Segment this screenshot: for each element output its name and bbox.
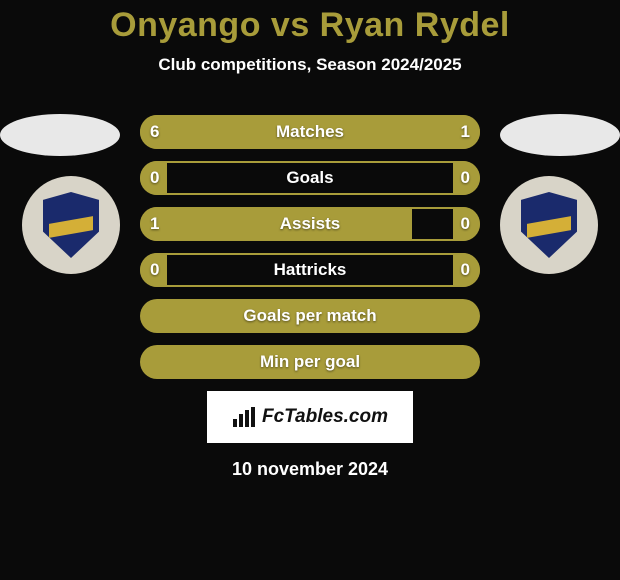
stat-row: Min per goal [140,345,480,379]
stat-label: Assists [140,207,480,241]
stat-value-left: 0 [150,253,159,287]
page-title: Onyango vs Ryan Rydel [0,0,620,45]
comparison-card: Onyango vs Ryan Rydel Club competitions,… [0,0,620,580]
chart-icon [232,407,256,427]
stat-row: Goals0 0 [140,161,480,195]
branding-text: FcTables.com [262,406,388,428]
page-subtitle: Club competitions, Season 2024/2025 [0,55,620,75]
stat-row: Goals per match [140,299,480,333]
stats-container: Matches61Goals00Assists10Hattricks00Goal… [0,115,620,480]
stat-value-left: 6 [150,115,159,149]
stat-label: Min per goal [140,345,480,379]
stat-value-right: 0 [461,207,470,241]
stat-value-left: 0 [150,161,159,195]
stat-row: Matches6 1 [140,115,480,149]
stat-row: Assists1 0 [140,207,480,241]
stat-value-left: 1 [150,207,159,241]
stat-label: Goals per match [140,299,480,333]
stat-value-right: 0 [461,253,470,287]
stat-value-right: 1 [461,115,470,149]
date-label: 10 november 2024 [0,459,620,480]
branding-box[interactable]: FcTables.com [207,391,413,443]
stat-label: Goals [140,161,480,195]
stat-label: Hattricks [140,253,480,287]
stat-row: Hattricks0 0 [140,253,480,287]
stat-value-right: 0 [461,161,470,195]
stat-label: Matches [140,115,480,149]
